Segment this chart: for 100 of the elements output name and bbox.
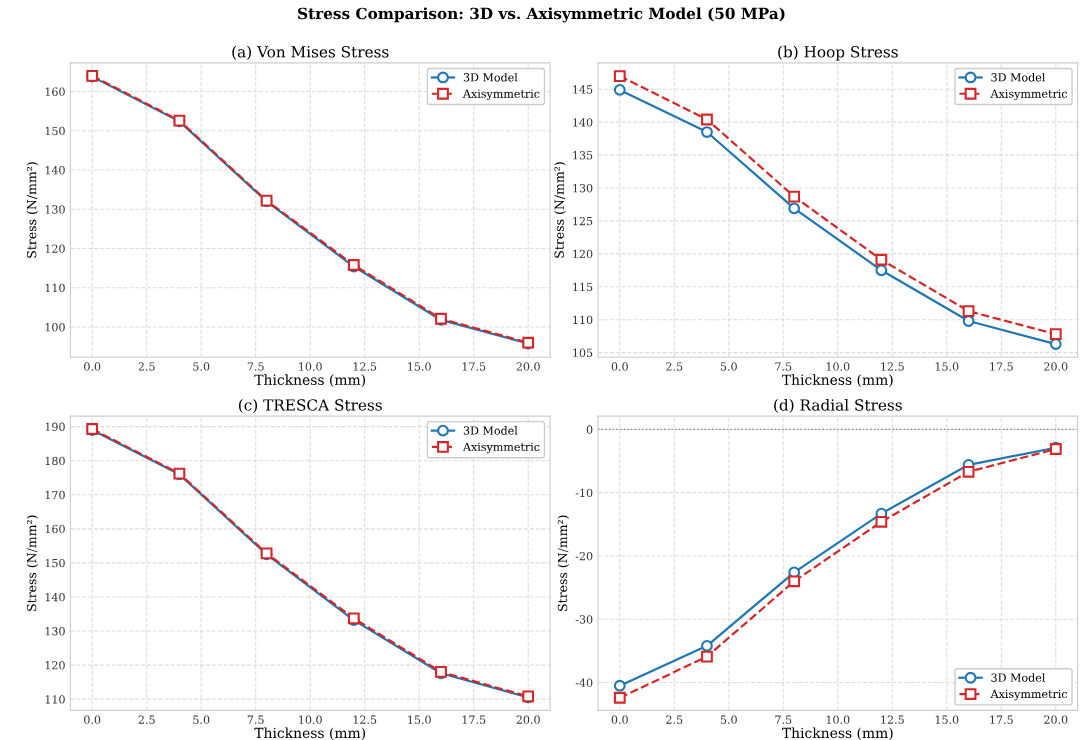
legend-label: Axisymmetric [990,689,1068,701]
text: Stress Comparison: 3D vs. Axisymmetric Model (50 MPa) [298,7,785,23]
y-tick-label: 120 [45,244,65,253]
x-tick-label: 17.5 [990,715,1013,724]
x-tick-label: 20.0 [1044,715,1068,724]
x-tick-label: 2.5 [666,362,683,371]
x-tick-label: 0.0 [611,362,628,371]
y-tick-label: -40 [575,678,593,687]
point [613,83,626,96]
x-tick-label: 20.0 [1044,362,1068,371]
y-tick-label: 100 [45,322,65,332]
legend-label: 3D Model [991,673,1046,682]
x-tick-label: 10.0 [299,362,322,371]
y-tick-label: 170 [45,490,65,500]
chart-title: (c) TRESCA Stress [238,398,382,413]
point [875,264,888,277]
legend-label: 3D Model [463,72,518,82]
point [701,126,713,138]
y-tick-label: 190 [45,422,65,432]
x-tick-label: 10.0 [299,715,322,724]
x-axis-title: Thickness (mm) [254,727,366,740]
y-tick-label: 140 [45,592,65,602]
point [788,575,801,588]
x-tick-label: 7.5 [775,715,792,724]
y-tick-label: 160 [45,87,65,96]
x-tick-label: 12.5 [353,362,377,371]
x-tick-label: 15.0 [935,715,959,724]
x-axis-title: Thickness (mm) [781,727,893,740]
y-tick-label: 120 [573,249,593,259]
y-axis-title: Stress (N/mm²) [557,515,570,611]
y-tick-label: -20 [575,551,593,561]
x-tick-label: 17.5 [990,362,1013,371]
y-axis-title: Stress (N/mm²) [26,162,39,258]
legend-label: 3D Model [991,72,1046,82]
x-tick-label: 12.5 [881,715,904,724]
x-tick-label: 2.5 [138,715,155,724]
y-tick-label: 145 [573,85,593,94]
point [1049,328,1062,341]
point [701,639,713,652]
x-tick-label: 7.5 [247,715,264,724]
x-tick-label: 2.5 [666,715,683,724]
point [962,305,975,318]
x-tick-label: 15.0 [408,362,431,371]
legend-label: Axisymmetric [990,89,1068,101]
x-tick-label: 0.0 [84,715,101,724]
y-tick-label: 130 [573,183,593,193]
point [701,113,713,126]
y-axis-title: Stress (N/mm²) [554,162,566,258]
legend-label: 3D Model [463,426,518,435]
x-tick-label: 2.5 [138,362,155,371]
chart-title: (b) Hoop Stress [778,45,898,61]
y-tick-label: -10 [575,488,593,498]
point [788,190,801,203]
y-tick-label: 105 [573,348,593,357]
y-tick-label: 120 [45,661,65,670]
point [875,515,888,528]
y-tick-label: 140 [573,118,593,127]
y-tick-label: 150 [45,126,65,136]
y-tick-label: 180 [45,456,65,466]
y-axis-title: Stress (N/mm²) [26,515,39,611]
x-tick-label: 10.0 [826,362,850,371]
x-tick-label: 5.0 [720,715,737,724]
x-tick-label: 10.0 [826,715,850,724]
point [613,679,626,692]
y-tick-label: 110 [45,695,65,704]
x-tick-label: 5.0 [720,362,737,371]
x-tick-label: 15.0 [935,362,959,371]
x-axis-title: Thickness (mm) [781,374,893,387]
y-tick-label: 160 [45,524,65,534]
point [613,691,626,704]
y-tick-label: 0 [586,425,593,434]
point [788,202,801,215]
x-tick-label: 15.0 [408,715,431,724]
y-tick-label: 130 [45,205,65,214]
x-tick-label: 0.0 [84,362,101,371]
x-tick-label: 5.0 [193,362,210,371]
x-tick-label: 17.5 [462,362,486,371]
legend-label: Axisymmetric [462,89,540,101]
point [701,650,713,663]
y-tick-label: 135 [573,151,593,160]
x-tick-label: 5.0 [193,715,210,724]
y-tick-label: 140 [45,166,65,175]
point [875,253,888,266]
x-tick-label: 12.5 [353,715,377,724]
x-tick-label: 0.0 [611,715,628,724]
chart-title: (d) Radial Stress [774,398,902,413]
x-tick-label: 17.5 [462,715,486,724]
point [962,465,975,478]
x-tick-label: 7.5 [775,362,792,371]
point [613,70,626,82]
y-tick-label: 125 [573,216,593,226]
x-axis-title: Thickness (mm) [254,374,366,387]
y-tick-label: 110 [45,283,65,293]
x-tick-label: 20.0 [516,362,540,371]
x-tick-label: 20.0 [516,715,540,724]
chart-title: (a) Von Mises Stress [232,45,389,60]
y-tick-label: 115 [573,282,593,292]
legend-label: Axisymmetric [462,442,540,454]
y-tick-label: 130 [45,627,65,636]
y-tick-label: 150 [45,558,65,568]
